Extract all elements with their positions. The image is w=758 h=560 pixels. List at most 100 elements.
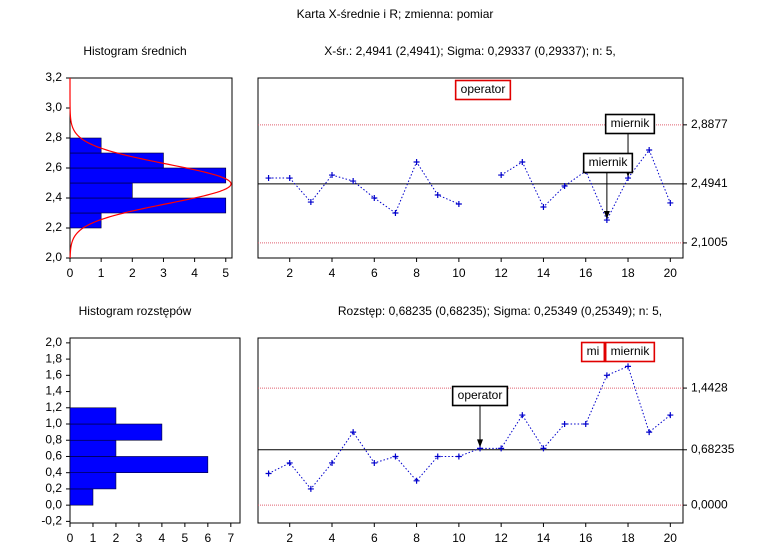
y-tick-label: 0,6 (45, 449, 62, 463)
x-tick-label: 4 (329, 266, 336, 280)
x-tick-label: 6 (371, 531, 378, 545)
annotation-box (454, 79, 512, 101)
annotation-text: operator (458, 388, 503, 402)
x-tick-label: 4 (159, 531, 166, 545)
x-tick-label: 2 (113, 531, 120, 545)
data-point (561, 421, 568, 428)
x-tick-label: 16 (579, 266, 593, 280)
annotation-box (582, 152, 634, 174)
x-tick-label: 12 (494, 266, 508, 280)
x-tick-label: 18 (621, 266, 635, 280)
x-tick-label: 1 (98, 266, 105, 280)
data-point (519, 412, 526, 419)
y-tick-label: 3,2 (45, 70, 62, 84)
data-point (329, 172, 336, 179)
control-line-label: 1,4428 (691, 380, 728, 394)
data-point (286, 175, 293, 182)
data-point (307, 199, 314, 206)
x-tick-label: 2 (286, 266, 293, 280)
y-tick-label: 1,0 (45, 416, 62, 430)
data-point (392, 453, 399, 460)
plot-area (257, 337, 684, 524)
y-tick-label: 2,2 (45, 220, 62, 234)
y-tick-label: 2,6 (45, 160, 62, 174)
chart-subtitle: Histogram średnich (83, 44, 186, 58)
annotation-box (604, 341, 656, 363)
y-tick-label: 2,4 (45, 190, 62, 204)
data-point (455, 453, 462, 460)
x-tick-label: 6 (204, 531, 211, 545)
annotation-text: miernik (611, 116, 651, 130)
data-point (371, 195, 378, 201)
chart-subtitle: X-śr.: 2,4941 (2,4941); Sigma: 0,29337 (… (324, 44, 616, 58)
x-tick-label: 10 (452, 531, 466, 545)
data-point (540, 445, 547, 452)
data-point (329, 459, 336, 466)
data-point (350, 178, 357, 185)
y-tick-label: 0,4 (45, 465, 62, 479)
x-tick-label: 4 (329, 531, 336, 545)
control-line-label: 2,8877 (691, 117, 728, 131)
chart-subtitle: Histogram rozstępów (79, 304, 192, 318)
x-tick-label: 0 (67, 531, 74, 545)
x-tick-label: 18 (621, 531, 635, 545)
histogram-bar (69, 472, 117, 490)
data-point (667, 199, 674, 206)
x-tick-label: 2 (286, 531, 293, 545)
data-point (519, 159, 526, 165)
histogram-bar (69, 137, 102, 154)
data-point (667, 412, 674, 419)
x-tick-label: 2 (129, 266, 136, 280)
histogram-bar (69, 167, 227, 184)
control-line-label: 0,0000 (691, 497, 728, 511)
control-line-label: 2,1005 (691, 235, 728, 249)
control-line-label: 0,68235 (691, 442, 735, 456)
x-tick-label: 3 (160, 266, 167, 280)
data-point (286, 459, 293, 466)
annotation-box (580, 341, 606, 363)
x-tick-label: 20 (664, 266, 678, 280)
data-point (371, 459, 378, 466)
data-point (265, 175, 272, 182)
data-point (455, 201, 462, 207)
normal-curve (69, 78, 232, 259)
data-point (413, 159, 420, 165)
data-point (434, 453, 441, 460)
data-line (268, 160, 460, 214)
data-point (434, 192, 441, 198)
data-point (646, 147, 653, 153)
histogram-bar (69, 407, 117, 425)
y-tick-label: 0,2 (45, 481, 62, 495)
x-tick-label: 7 (227, 531, 234, 545)
data-point (625, 363, 632, 370)
main-title: Karta X-średnie i R; zmienna: pomiar (297, 7, 494, 21)
x-tick-label: 20 (664, 531, 678, 545)
arrow-head (603, 211, 610, 220)
data-point (582, 421, 589, 428)
y-tick-label: 1,8 (45, 351, 62, 365)
data-point (498, 172, 505, 179)
y-tick-label: 1,6 (45, 367, 62, 381)
histogram-bar (69, 197, 227, 214)
annotation-box (604, 113, 656, 135)
arrow-head (477, 439, 484, 448)
histogram-bar (69, 488, 94, 506)
chart-subtitle: Rozstęp: 0,68235 (0,68235); Sigma: 0,253… (338, 304, 662, 318)
annotation-text: operator (461, 82, 506, 96)
data-point (561, 183, 568, 189)
histogram-bar (69, 456, 209, 473)
control-line-label: 2,4941 (691, 176, 728, 190)
x-tick-label: 0 (67, 266, 74, 280)
data-point (265, 470, 272, 477)
annotation-text: miernik (611, 344, 651, 358)
y-tick-label: 2,0 (45, 250, 62, 264)
y-tick-label: 0,0 (45, 497, 62, 511)
data-point (603, 372, 610, 379)
y-tick-label: 2,0 (45, 335, 62, 349)
x-tick-label: 8 (413, 266, 420, 280)
y-tick-label: 2,8 (45, 130, 62, 144)
data-point (413, 477, 420, 484)
x-tick-label: 10 (452, 266, 466, 280)
annotation-text: miernik (589, 155, 629, 169)
